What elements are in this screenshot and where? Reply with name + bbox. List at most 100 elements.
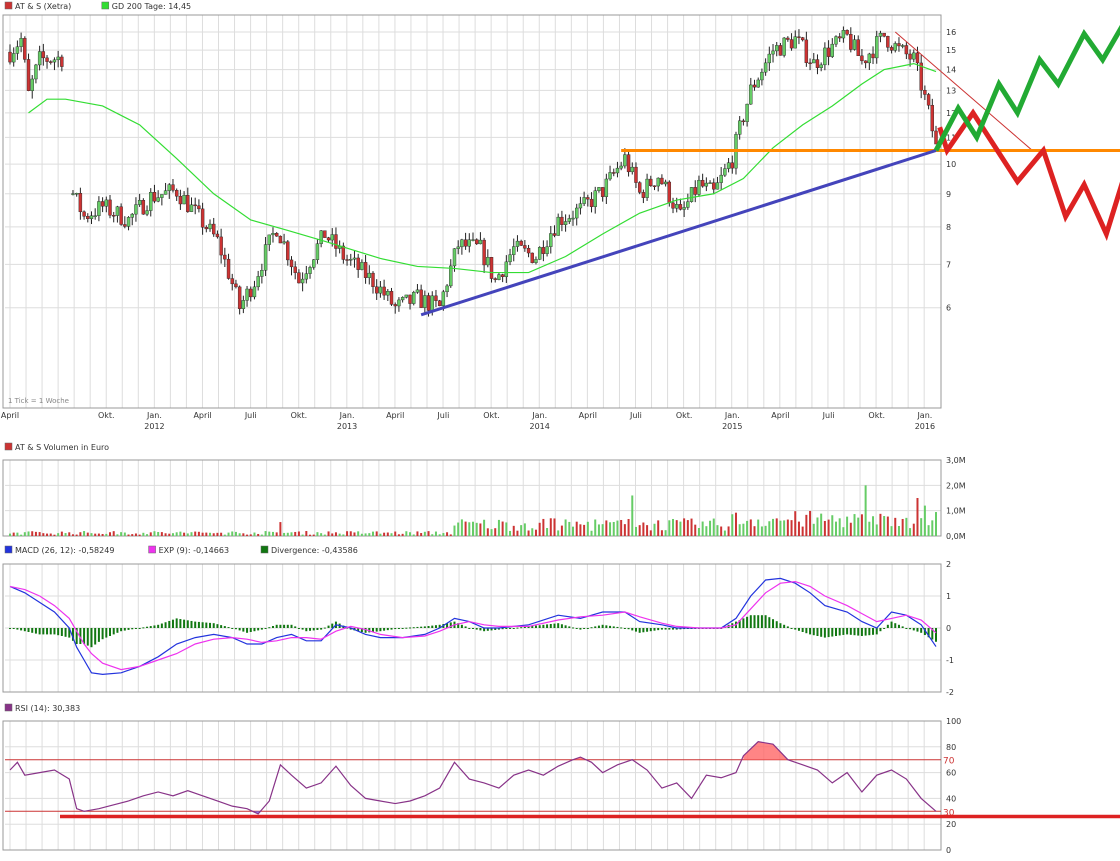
divergence-bar	[797, 628, 800, 631]
divergence-bar	[186, 620, 189, 628]
candle-body	[137, 200, 142, 205]
candle-body	[456, 246, 460, 249]
candle-body	[726, 162, 731, 169]
divergence-bar	[275, 624, 278, 628]
x-year-label: 2016	[915, 422, 935, 431]
divergence-bar	[423, 626, 426, 628]
candle-body	[508, 254, 512, 263]
candle-body	[578, 203, 583, 209]
candle-body	[900, 45, 905, 47]
volume-bar	[123, 532, 126, 536]
volume-bar	[342, 534, 345, 536]
divergence-bar	[912, 628, 915, 631]
candle-body	[641, 192, 646, 198]
volume-bar	[820, 513, 823, 536]
candle-body	[97, 201, 101, 216]
divergence-bar	[505, 628, 508, 629]
candle-body	[752, 84, 757, 88]
candle-body	[778, 45, 783, 56]
candle-body	[493, 278, 497, 280]
candle-body	[256, 276, 260, 288]
divergence-bar	[231, 628, 234, 629]
divergence-bar	[494, 628, 497, 630]
candle-body	[482, 239, 486, 266]
volume-bar	[549, 518, 552, 536]
candle-body	[915, 52, 920, 64]
candle-body	[626, 154, 631, 173]
x-month-label: Juli	[244, 411, 257, 420]
candle-body	[412, 292, 416, 304]
volume-bar	[849, 522, 852, 536]
volume-y-tick: 0,0M	[946, 532, 966, 541]
candle-body	[537, 247, 542, 260]
volume-bar	[935, 512, 937, 536]
x-year-label: 2015	[722, 422, 742, 431]
volume-bar	[490, 529, 493, 536]
volume-bar	[616, 520, 619, 536]
candle-body	[289, 259, 294, 268]
candle-body	[60, 56, 64, 67]
x-year-label: 2014	[529, 422, 549, 431]
divergence-bar	[609, 625, 612, 628]
divergence-bar	[205, 622, 208, 628]
volume-bar	[605, 520, 608, 536]
divergence-bar	[397, 628, 400, 629]
divergence-bar	[534, 625, 537, 628]
volume-bar	[105, 533, 108, 536]
volume-bar	[323, 534, 326, 536]
volume-bar	[783, 520, 786, 536]
candle-body	[86, 216, 90, 219]
divergence-bar	[860, 628, 863, 636]
volume-bar	[757, 519, 760, 536]
volume-bar	[453, 525, 456, 536]
volume-bar	[831, 515, 834, 536]
volume-bar	[442, 533, 445, 536]
candle-body	[460, 239, 464, 248]
volume-bar	[420, 533, 423, 536]
volume-bar	[738, 524, 741, 536]
volume-bar	[249, 534, 252, 536]
divergence-bar	[223, 626, 226, 628]
candle-body	[819, 64, 823, 68]
volume-bar	[860, 514, 863, 536]
volume-bar	[564, 519, 567, 536]
candle-body	[37, 51, 42, 66]
projection-down-line	[937, 108, 1120, 242]
divergence-bar	[86, 628, 89, 646]
divergence-bar	[183, 619, 186, 628]
candle-body	[645, 178, 649, 198]
candle-body	[619, 165, 623, 169]
candle-body	[326, 237, 331, 241]
divergence-bar	[138, 628, 141, 629]
candle-body	[708, 182, 712, 184]
volume-bar	[912, 523, 915, 536]
volume-bar	[149, 532, 152, 536]
legend-label: GD 200 Tage: 14,45	[112, 2, 191, 11]
divergence-bar	[746, 616, 749, 628]
price-y-tick: 7	[946, 260, 951, 269]
volume-bar	[705, 526, 708, 536]
downtrend-line	[894, 31, 1033, 151]
divergence-bar	[431, 625, 434, 628]
candle-body	[393, 304, 397, 307]
candle-body	[389, 291, 394, 305]
divergence-bar	[216, 624, 219, 628]
candle-body	[519, 240, 523, 246]
volume-bar	[812, 523, 815, 536]
candle-body	[104, 199, 109, 207]
candle-body	[697, 179, 701, 195]
candle-body	[174, 190, 179, 197]
divergence-bar	[323, 627, 326, 629]
candle-body	[634, 166, 638, 183]
divergence-bar	[779, 623, 782, 628]
candle-body	[297, 272, 301, 284]
rsi-band-label: 70	[943, 757, 955, 767]
divergence-bar	[309, 628, 312, 631]
candle-body	[852, 39, 857, 50]
candle-body	[700, 179, 705, 187]
divergence-bar	[916, 628, 919, 632]
volume-bar	[583, 524, 586, 536]
volume-bar	[194, 531, 197, 536]
candle-body	[863, 60, 868, 64]
divergence-bar	[283, 624, 286, 628]
